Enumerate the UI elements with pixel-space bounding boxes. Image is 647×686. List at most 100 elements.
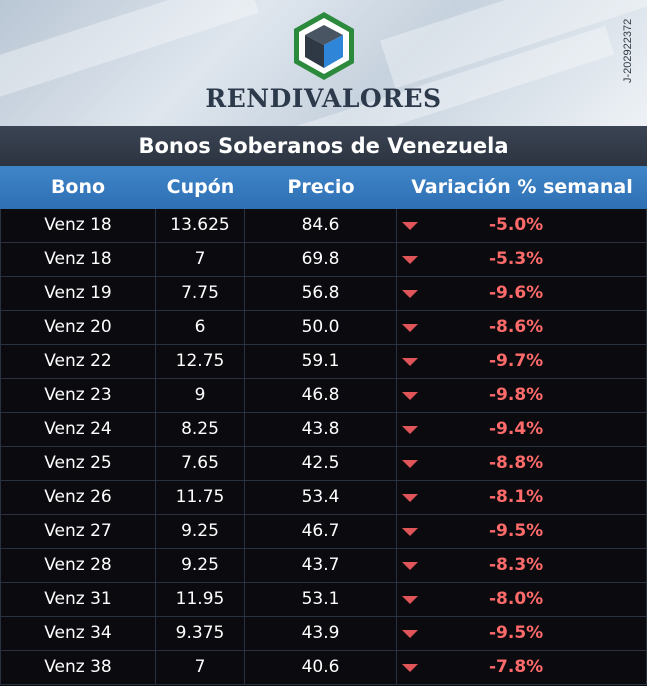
down-arrow-icon	[402, 630, 418, 638]
variacion-value: -8.6%	[489, 317, 544, 337]
column-headers: Bono Cupón Precio Variación % semanal	[0, 166, 647, 209]
bono-cell: Venz 19	[0, 277, 156, 311]
cube-logo-icon	[294, 12, 354, 80]
cupon-cell: 7.75	[156, 277, 245, 311]
cupon-cell: 9.25	[156, 515, 245, 549]
precio-cell: 50.0	[245, 311, 397, 345]
precio-cell: 43.7	[245, 549, 397, 583]
variacion-value: -8.0%	[489, 589, 544, 609]
variacion-cell: -8.0%	[397, 583, 647, 617]
bono-cell: Venz 34	[0, 617, 156, 651]
down-arrow-icon	[402, 426, 418, 434]
variacion-value: -9.5%	[489, 623, 544, 643]
variacion-value: -9.5%	[489, 521, 544, 541]
precio-cell: 56.8	[245, 277, 397, 311]
bono-cell: Venz 22	[0, 345, 156, 379]
variacion-cell: -9.7%	[397, 345, 647, 379]
bono-cell: Venz 28	[0, 549, 156, 583]
cupon-cell: 7.65	[156, 447, 245, 481]
variacion-cell: -9.5%	[397, 515, 647, 549]
down-arrow-icon	[402, 664, 418, 672]
brand-name: RENDIVALORES	[205, 84, 442, 113]
table-row: Venz 26 11.75 53.4 -8.1%	[0, 481, 647, 515]
variacion-cell: -8.8%	[397, 447, 647, 481]
table-body: Venz 18 13.625 84.6 -5.0% Venz 18 7 69.8…	[0, 209, 647, 685]
variacion-cell: -8.3%	[397, 549, 647, 583]
precio-cell: 43.9	[245, 617, 397, 651]
precio-cell: 53.4	[245, 481, 397, 515]
cupon-cell: 13.625	[156, 209, 245, 243]
down-arrow-icon	[402, 562, 418, 570]
cupon-cell: 6	[156, 311, 245, 345]
variacion-cell: -8.6%	[397, 311, 647, 345]
table-row: Venz 38 7 40.6 -7.8%	[0, 651, 647, 685]
header-banner: RENDIVALORES J-202922372	[0, 0, 647, 126]
table-row: Venz 27 9.25 46.7 -9.5%	[0, 515, 647, 549]
precio-cell: 40.6	[245, 651, 397, 685]
cupon-cell: 7	[156, 651, 245, 685]
table-row: Venz 20 6 50.0 -8.6%	[0, 311, 647, 345]
variacion-cell: -9.8%	[397, 379, 647, 413]
down-arrow-icon	[402, 392, 418, 400]
precio-cell: 69.8	[245, 243, 397, 277]
column-header-bono: Bono	[50, 176, 106, 198]
table-row: Venz 18 13.625 84.6 -5.0%	[0, 209, 647, 243]
down-arrow-icon	[402, 290, 418, 298]
variacion-cell: -9.6%	[397, 277, 647, 311]
rif-number: J-202922372	[622, 18, 634, 84]
bono-cell: Venz 20	[0, 311, 156, 345]
table-row: Venz 19 7.75 56.8 -9.6%	[0, 277, 647, 311]
variacion-cell: -5.3%	[397, 243, 647, 277]
table-row: Venz 34 9.375 43.9 -9.5%	[0, 617, 647, 651]
bono-cell: Venz 38	[0, 651, 156, 685]
column-header-precio: Precio	[287, 176, 355, 198]
cupon-cell: 11.95	[156, 583, 245, 617]
table-row: Venz 31 11.95 53.1 -8.0%	[0, 583, 647, 617]
down-arrow-icon	[402, 256, 418, 264]
variacion-cell: -5.0%	[397, 209, 647, 243]
bono-cell: Venz 18	[0, 243, 156, 277]
cupon-cell: 7	[156, 243, 245, 277]
table-row: Venz 28 9.25 43.7 -8.3%	[0, 549, 647, 583]
variacion-value: -8.3%	[489, 555, 544, 575]
cupon-cell: 11.75	[156, 481, 245, 515]
column-header-variacion: Variación % semanal	[411, 176, 633, 198]
table-row: Venz 24 8.25 43.8 -9.4%	[0, 413, 647, 447]
table-row: Venz 18 7 69.8 -5.3%	[0, 243, 647, 277]
variacion-value: -5.3%	[489, 249, 544, 269]
bono-cell: Venz 25	[0, 447, 156, 481]
precio-cell: 53.1	[245, 583, 397, 617]
precio-cell: 59.1	[245, 345, 397, 379]
variacion-value: -5.0%	[489, 215, 544, 235]
table-row: Venz 23 9 46.8 -9.8%	[0, 379, 647, 413]
down-arrow-icon	[402, 222, 418, 230]
table-row: Venz 22 12.75 59.1 -9.7%	[0, 345, 647, 379]
precio-cell: 46.8	[245, 379, 397, 413]
down-arrow-icon	[402, 494, 418, 502]
variacion-value: -9.7%	[489, 351, 544, 371]
precio-cell: 84.6	[245, 209, 397, 243]
variacion-cell: -8.1%	[397, 481, 647, 515]
variacion-value: -9.6%	[489, 283, 544, 303]
variacion-cell: -9.4%	[397, 413, 647, 447]
cupon-cell: 9.25	[156, 549, 245, 583]
variacion-cell: -7.8%	[397, 651, 647, 685]
cupon-cell: 9	[156, 379, 245, 413]
variacion-value: -8.8%	[489, 453, 544, 473]
cupon-cell: 8.25	[156, 413, 245, 447]
bono-cell: Venz 27	[0, 515, 156, 549]
variacion-value: -9.4%	[489, 419, 544, 439]
down-arrow-icon	[402, 596, 418, 604]
precio-cell: 46.7	[245, 515, 397, 549]
precio-cell: 43.8	[245, 413, 397, 447]
bono-cell: Venz 23	[0, 379, 156, 413]
column-header-cupon: Cupón	[166, 176, 235, 198]
bono-cell: Venz 26	[0, 481, 156, 515]
down-arrow-icon	[402, 358, 418, 366]
bono-cell: Venz 31	[0, 583, 156, 617]
variacion-value: -9.8%	[489, 385, 544, 405]
table-row: Venz 25 7.65 42.5 -8.8%	[0, 447, 647, 481]
cupon-cell: 9.375	[156, 617, 245, 651]
precio-cell: 42.5	[245, 447, 397, 481]
down-arrow-icon	[402, 528, 418, 536]
